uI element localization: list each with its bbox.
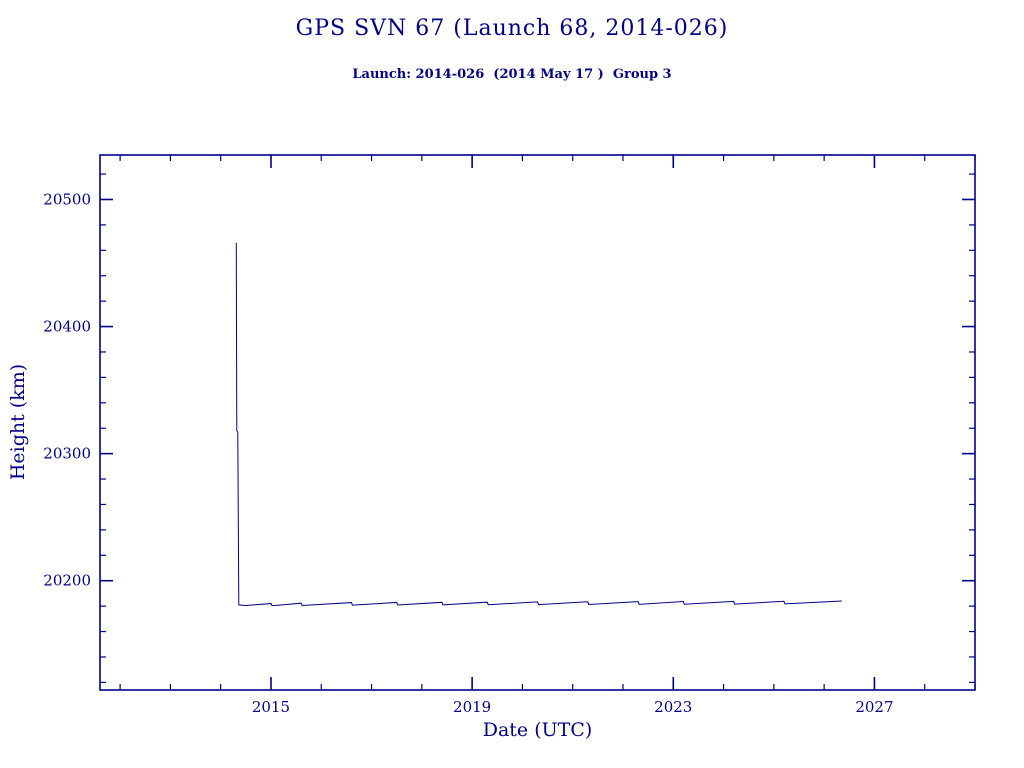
data-line-height xyxy=(235,242,842,607)
tick-label: 2019 xyxy=(453,698,491,716)
x-axis-label: Date (UTC) xyxy=(482,719,593,741)
tick-label: 20400 xyxy=(43,318,91,336)
chart-subtitle: Launch: 2014-026 (2014 May 17 ) Group 3 xyxy=(352,67,672,82)
tick-label: 2023 xyxy=(654,698,692,716)
tick-label: 20200 xyxy=(43,572,91,590)
tick-label: 2027 xyxy=(855,698,893,716)
chart-title: GPS SVN 67 (Launch 68, 2014-026) xyxy=(295,16,729,41)
tick-label: 2015 xyxy=(252,698,290,716)
tick-label: 20300 xyxy=(43,445,91,463)
tick-label: 20500 xyxy=(43,190,91,208)
axes-frame xyxy=(99,154,976,691)
